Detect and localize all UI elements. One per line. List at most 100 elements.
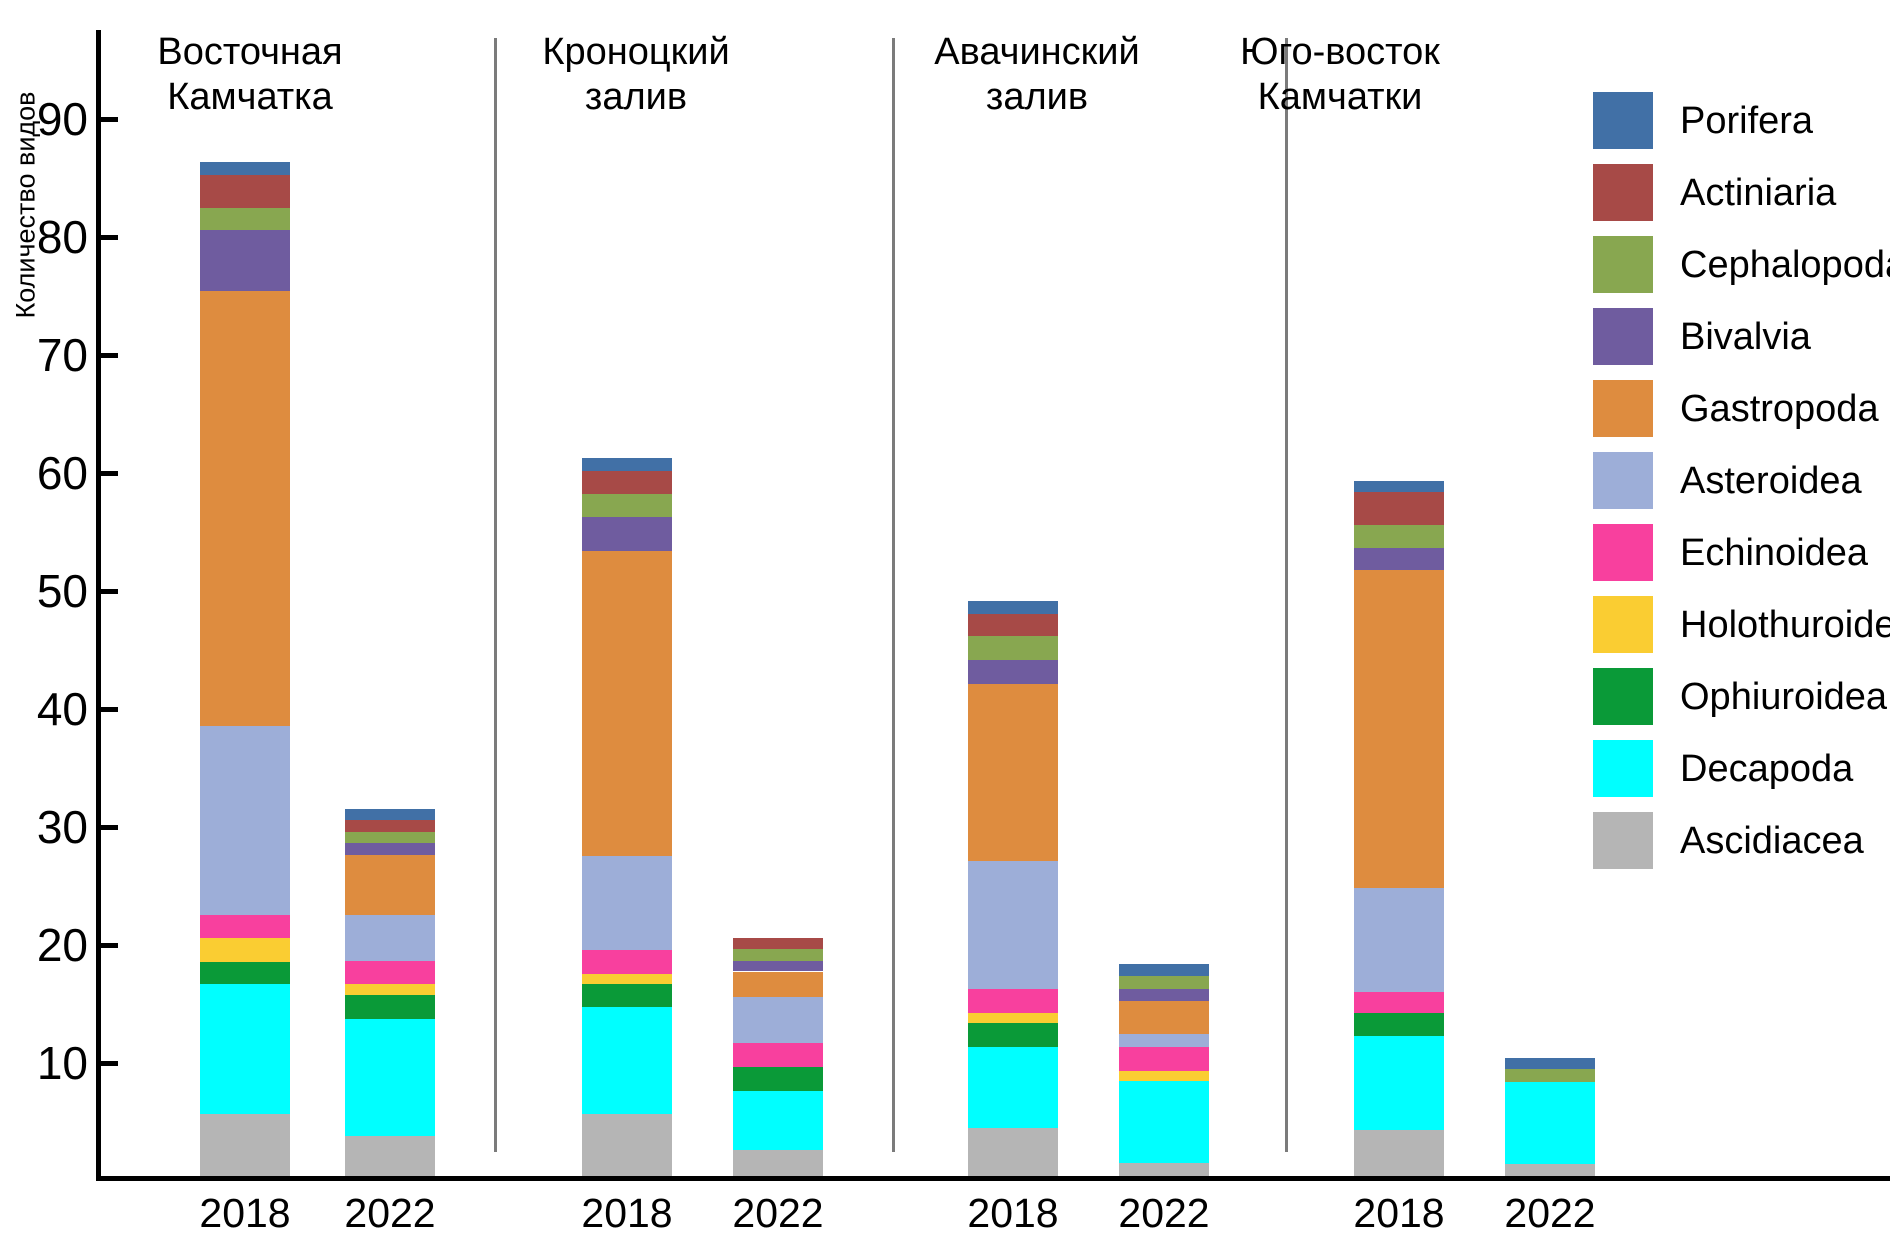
legend-swatch-holothuroidea [1593, 596, 1653, 653]
bar-segment-porifera [1505, 1057, 1595, 1070]
bar-segment-bivalvia [968, 659, 1058, 684]
bar-segment-gastropoda [1119, 1001, 1209, 1035]
bar-segment-gastropoda [1354, 570, 1444, 888]
bar-segment-asteroidea [1119, 1034, 1209, 1047]
bar-segment-echinoidea [582, 950, 672, 974]
group-title: Кроноцкий залив [426, 30, 846, 120]
bar-segment-asteroidea [200, 726, 290, 915]
bar-segment-ophiuroidea [345, 995, 435, 1019]
bar-segment-cephalopoda [1119, 976, 1209, 990]
bar-segment-decapoda [582, 1006, 672, 1115]
y-tick [101, 470, 118, 476]
y-tick-label: 30 [36, 801, 88, 853]
bar-segment-ascidiacea [968, 1128, 1058, 1178]
y-tick [101, 824, 118, 830]
y-tick-label: 60 [36, 447, 88, 499]
bar-segment-cephalopoda [345, 832, 435, 843]
y-tick-label: 50 [36, 565, 88, 617]
bar-segment-cephalopoda [200, 208, 290, 231]
group-title-line2: Камчатки [1257, 76, 1423, 118]
group-title-line1: Юго-восток [1240, 31, 1440, 73]
legend-label: Decapoda [1680, 748, 1854, 790]
x-tick-label: 2022 [1504, 1190, 1596, 1236]
bar-segment-cephalopoda [1354, 525, 1444, 548]
legend-label: Ophiuroidea [1680, 676, 1888, 718]
bar-segment-asteroidea [968, 860, 1058, 990]
bar-segment-cephalopoda [968, 636, 1058, 660]
bar-segment-decapoda [200, 984, 290, 1115]
bar-segment-ascidiacea [582, 1114, 672, 1178]
bar-segment-holothuroidea [582, 973, 672, 985]
bar-segment-bivalvia [733, 960, 823, 972]
legend-swatch-decapoda [1593, 740, 1653, 797]
y-tick [101, 352, 118, 358]
legend-swatch-bivalvia [1593, 308, 1653, 365]
bar-segment-decapoda [1119, 1081, 1209, 1163]
bar-segment-porifera [968, 600, 1058, 614]
y-axis-title: Количество видов [10, 91, 41, 319]
group-title-line2: залив [985, 76, 1089, 118]
legend-swatch-actiniaria [1593, 164, 1653, 221]
x-tick-label: 2018 [1353, 1190, 1445, 1236]
x-tick-label: 2022 [732, 1190, 824, 1236]
bar-segment-bivalvia [1354, 547, 1444, 571]
legend-swatch-echinoidea [1593, 524, 1653, 581]
bar-segment-gastropoda [968, 683, 1058, 861]
bar-segment-echinoidea [968, 989, 1058, 1013]
group-title: Авачинский залив [827, 30, 1247, 120]
group-title-line2: Камчатка [167, 76, 333, 118]
bar-segment-echinoidea [1119, 1047, 1209, 1071]
bar-segment-bivalvia [200, 230, 290, 291]
bar-segment-bivalvia [582, 517, 672, 552]
group-title-line2: залив [584, 76, 688, 118]
bar-segment-porifera [582, 458, 672, 472]
bar-segment-echinoidea [1354, 991, 1444, 1013]
group-divider [494, 38, 497, 1152]
x-tick-label: 2018 [581, 1190, 673, 1236]
bar-segment-gastropoda [733, 971, 823, 998]
x-tick-label: 2022 [344, 1190, 436, 1236]
bar-segment-cephalopoda [582, 493, 672, 518]
bar-segment-asteroidea [345, 914, 435, 961]
group-divider [892, 38, 895, 1152]
legend-label: Asteroidea [1680, 460, 1862, 502]
bar-segment-holothuroidea [200, 938, 290, 963]
group-title: Восточная Камчатка [40, 30, 460, 120]
bar-segment-holothuroidea [345, 984, 435, 996]
bar-segment-asteroidea [1354, 887, 1444, 992]
legend-swatch-gastropoda [1593, 380, 1653, 437]
y-tick-label: 70 [36, 329, 88, 381]
legend-swatch-porifera [1593, 92, 1653, 149]
bar-segment-actiniaria [733, 938, 823, 950]
bar-segment-ophiuroidea [582, 984, 672, 1007]
bar-segment-porifera [1119, 964, 1209, 977]
bar-segment-ascidiacea [1119, 1162, 1209, 1178]
group-title: Юго-восток Камчатки [1130, 30, 1550, 120]
bar-segment-asteroidea [582, 855, 672, 951]
bar-segment-decapoda [345, 1018, 435, 1136]
legend-swatch-asteroidea [1593, 452, 1653, 509]
bar-segment-echinoidea [200, 914, 290, 939]
bar-segment-gastropoda [582, 551, 672, 856]
bar-segment-ascidiacea [733, 1149, 823, 1178]
legend-label: Ascidiacea [1680, 820, 1864, 862]
y-axis-line [96, 30, 101, 1181]
legend-swatch-cephalopoda [1593, 236, 1653, 293]
legend-label: Cephalopoda [1680, 244, 1890, 286]
bar-segment-echinoidea [345, 960, 435, 985]
bar-segment-actiniaria [582, 471, 672, 494]
legend-swatch-ascidiacea [1593, 812, 1653, 869]
bar-segment-cephalopoda [733, 949, 823, 961]
bar-segment-holothuroidea [968, 1012, 1058, 1024]
x-axis-line [96, 1176, 1890, 1181]
bar-segment-porifera [345, 808, 435, 821]
bar-segment-actiniaria [968, 613, 1058, 637]
legend-label: Gastropoda [1680, 388, 1879, 430]
bar-segment-echinoidea [733, 1043, 823, 1068]
legend-label: Bivalvia [1680, 316, 1811, 358]
bar-segment-ascidiacea [200, 1114, 290, 1178]
bar-segment-ophiuroidea [1354, 1012, 1444, 1037]
y-tick-label: 80 [36, 211, 88, 263]
bar-segment-gastropoda [200, 290, 290, 727]
bar-segment-bivalvia [345, 842, 435, 855]
